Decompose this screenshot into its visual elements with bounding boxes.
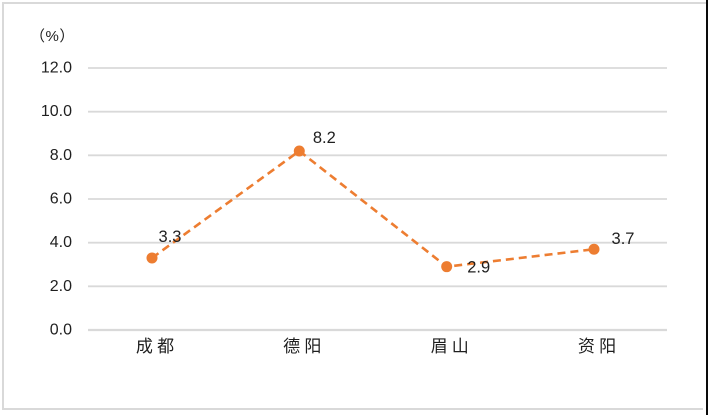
y-axis-tick-label: 12.0 [41,60,72,77]
y-axis-tick-label: 8.0 [50,147,72,164]
y-axis-tick-label: 10.0 [41,103,72,120]
data-label: 8.2 [313,129,336,147]
x-axis-category-label: 成 都 [136,337,174,356]
data-label: 3.7 [612,230,635,248]
data-label: 2.9 [467,259,490,277]
frame-border-bottom [2,408,703,410]
right-edge-line [706,0,708,415]
y-axis-tick-label: 0.0 [50,322,72,339]
y-axis-tick-label: 2.0 [50,278,72,295]
data-label: 3.3 [159,228,182,246]
data-point-marker [293,145,305,157]
x-axis-category-label: 德 阳 [283,337,321,356]
data-point-marker [441,261,453,273]
y-axis-tick-label: 6.0 [50,191,72,208]
data-series-line [151,149,595,269]
frame-border-top [2,2,707,4]
data-point-marker [588,243,600,255]
data-point-marker [146,252,158,264]
frame-border-left [2,2,4,410]
y-axis-tick-label: 4.0 [50,234,72,251]
y-axis-unit-label: （%） [30,28,75,45]
x-axis-category-label: 资 阳 [578,337,616,356]
x-axis-category-label: 眉 山 [431,337,469,356]
